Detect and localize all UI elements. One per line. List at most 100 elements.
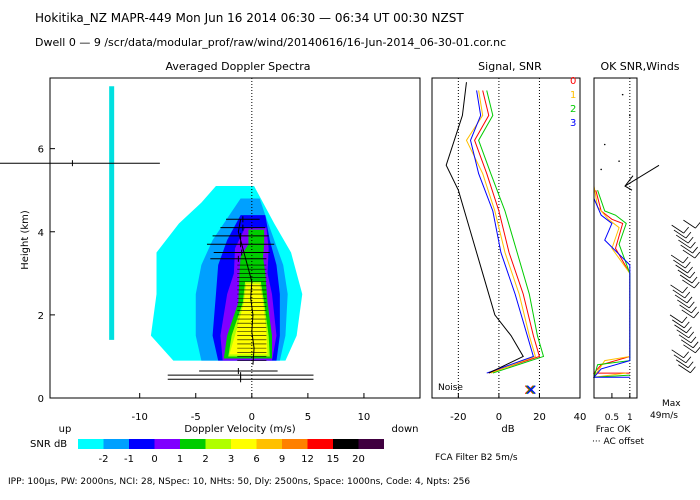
wind-barb (682, 279, 695, 289)
wind-barb (680, 339, 694, 349)
wind-barb (680, 244, 693, 254)
spectra-frame (49, 77, 421, 399)
snr-series-3 (469, 90, 534, 374)
frac-ok-label: Frac OK (596, 425, 632, 435)
colorbar-tick-label: 20 (352, 454, 365, 465)
wind-barb (683, 351, 689, 359)
snr-series-0 (474, 90, 541, 374)
db-tick-label: 20 (533, 412, 546, 423)
ac-offset-label: ··· AC offset (592, 437, 645, 447)
wind-barb (694, 281, 700, 289)
snr-colorbar: SNR dB -2 -1 0 1 2 3 6 9 12 15 20 (30, 439, 384, 465)
max-wind-label: Max (662, 399, 681, 409)
frac-tick-label: 1 (627, 413, 633, 423)
spectra-title: Averaged Doppler Spectra (165, 60, 310, 73)
wind-barb (675, 264, 688, 274)
colorbar-tick-label: 0 (151, 454, 157, 465)
colorbar-tick-label: 3 (228, 454, 234, 465)
db-tick-label: 40 (574, 412, 587, 423)
wind-barb (682, 256, 689, 264)
colorbar-swatch (78, 439, 104, 449)
colorbar-tick-label: 9 (279, 454, 285, 465)
snr-series-1 (465, 90, 537, 374)
filter-note: FCA Filter B2 5m/s (435, 453, 518, 463)
winds-title: OK SNR,Winds (600, 60, 679, 73)
x-tick-label: 10 (358, 412, 371, 423)
wind-barb (677, 299, 690, 309)
wind-barb (688, 301, 695, 309)
wind-barb (695, 222, 700, 229)
colorbar-swatch (358, 439, 384, 449)
wind-barb (688, 331, 695, 339)
db-tick-label: 0 (496, 412, 502, 423)
wind-barb (690, 241, 696, 249)
colorbar-swatch (180, 439, 206, 449)
wind-barb (673, 259, 686, 269)
wind-barb (673, 229, 687, 239)
x-tick-label: 5 (305, 412, 311, 423)
colorbar-swatch (129, 439, 155, 449)
wind-barb (681, 316, 688, 324)
colorbar-swatch (231, 439, 257, 449)
colorbar-tick-label: 12 (301, 454, 314, 465)
wind-arrow-head (624, 175, 634, 191)
colorbar-label: SNR dB (30, 439, 67, 450)
wind-barb (692, 246, 698, 254)
wind-barb (678, 239, 691, 249)
colorbar-swatch (282, 439, 308, 449)
wind-barb (678, 334, 692, 344)
signal-frame (431, 77, 581, 399)
dwell-subtitle: Dwell 0 — 9 /scr/data/modular_prof/raw/w… (35, 36, 506, 49)
legend-entry-2: 2 (570, 104, 576, 115)
wind-barb (686, 326, 692, 334)
spectra-heatmap (150, 186, 303, 361)
ac-offset-dot (629, 114, 631, 117)
wind-barb (670, 284, 683, 294)
colorbar-tick-label: 2 (202, 454, 208, 465)
colorbar-tick-label: -2 (99, 454, 109, 465)
up-note: up (59, 424, 72, 435)
wind-barb (683, 321, 690, 329)
legend-entry-0: 0 (570, 76, 576, 87)
noise-note: Noise (438, 383, 463, 393)
wind-barb (672, 289, 686, 299)
wind-barb (694, 251, 700, 259)
signal-title: Signal, SNR (478, 60, 542, 73)
wind-barb (674, 324, 687, 334)
db-axis-label: dB (501, 424, 514, 435)
snr-marker (526, 385, 536, 395)
wind-barb (676, 329, 689, 339)
wind-barb (686, 296, 693, 304)
wind-barb (687, 266, 693, 274)
y-tick-label: 6 (38, 145, 44, 156)
wind-barb (679, 274, 693, 284)
snr-series-2 (478, 90, 545, 374)
fracok-series-3 (592, 169, 631, 378)
wind-barb (670, 254, 684, 264)
wind-barb (678, 364, 691, 374)
wind-barb (677, 269, 691, 279)
wind-barb (692, 341, 699, 349)
snr-marker (524, 385, 534, 395)
max-wind-value: 49m/s (650, 411, 678, 421)
wind-barb (673, 354, 687, 364)
wind-barb (682, 249, 696, 259)
colorbar-tick-label: 15 (327, 454, 340, 465)
wind-barb (685, 356, 692, 364)
down-note: down (392, 424, 419, 435)
fracok-series-0 (592, 190, 631, 374)
wind-barb (693, 311, 700, 319)
fracok-series-2 (593, 190, 631, 378)
wind-barb (671, 349, 684, 359)
fracok-series-1 (592, 185, 631, 378)
wind-barb (672, 319, 685, 329)
page-title: Hokitika_NZ MAPR-449 Mon Jun 16 2014 06:… (35, 11, 464, 25)
wind-barb (689, 271, 696, 279)
height-axis-label: Height (km) (20, 210, 31, 270)
colorbar-swatch (333, 439, 359, 449)
wind-barb (687, 236, 694, 244)
ac-offset-dot (618, 160, 620, 162)
wind-barb (683, 344, 696, 354)
velocity-axis-label: Doppler Velocity (m/s) (184, 424, 295, 435)
ac-offset-dot (600, 168, 602, 171)
